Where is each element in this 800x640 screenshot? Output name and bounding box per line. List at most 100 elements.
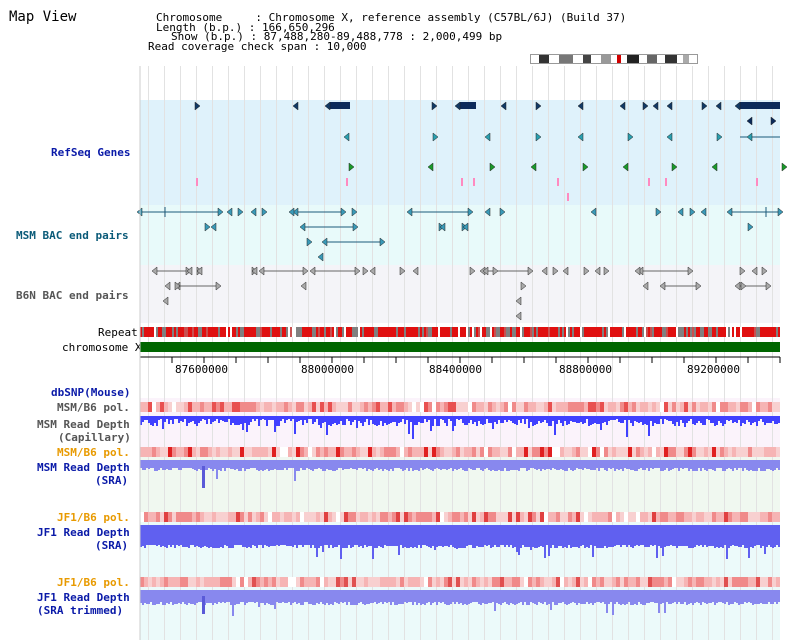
read-depth-bar (484, 590, 486, 604)
polymorphism-cell (476, 447, 480, 457)
read-depth-bar (162, 590, 164, 605)
read-depth-bar (150, 416, 152, 425)
polymorphism-cell (448, 577, 452, 587)
grid-line (676, 66, 677, 640)
msm-bac-track-bg (140, 205, 780, 265)
repeat-segment (362, 327, 364, 337)
read-depth-bar (300, 460, 302, 468)
polymorphism-cell (356, 577, 360, 587)
read-depth-bar (170, 525, 172, 547)
grid-line (308, 66, 309, 640)
repeat-segment (410, 327, 412, 337)
read-depth-bar (732, 590, 734, 604)
track-label-jf1-b6-pol-2[interactable]: JF1/B6 pol. (57, 576, 130, 589)
msm-bac-end (321, 237, 328, 247)
polymorphism-cell (180, 402, 184, 412)
read-depth-bar (690, 590, 692, 603)
read-depth-bar (276, 460, 278, 470)
polymorphism-cell (756, 447, 760, 457)
track-label-jf1-depth-trim[interactable]: JF1 Read Depth (37, 591, 130, 604)
polymorphism-cell (740, 447, 744, 457)
track-label-refseq[interactable]: RefSeq Genes (51, 146, 131, 159)
read-depth-bar (706, 525, 708, 547)
polymorphism-cell (152, 577, 156, 587)
b6n-bac-end (354, 266, 361, 276)
repeat-segment (260, 327, 262, 337)
chromosome-ideogram[interactable] (530, 54, 698, 64)
polymorphism-cell (356, 512, 360, 522)
read-depth-bar (732, 460, 734, 471)
repeat-segment (322, 327, 324, 337)
read-depth-bar (698, 416, 700, 421)
read-depth-bar (730, 416, 732, 420)
track-label-dbsnp[interactable]: dbSNP(Mouse) (51, 386, 131, 399)
polymorphism-cell (328, 402, 332, 412)
read-depth-bar (196, 460, 198, 471)
polymorphism-cell (700, 402, 704, 412)
read-depth-bar (418, 416, 420, 422)
track-label-jf1-depth-sra[interactable]: JF1 Read Depth (37, 526, 130, 539)
read-depth-bar (566, 525, 568, 548)
repeat-segment (266, 327, 268, 337)
polymorphism-cell (216, 577, 220, 587)
track-label-msm-depth-cap[interactable]: MSM Read Depth (37, 418, 130, 431)
read-depth-bar (518, 590, 520, 603)
read-depth-bar (550, 460, 552, 470)
repeat-segment (630, 327, 632, 337)
refseq-gene-arrow (701, 101, 708, 111)
polymorphism-cell (648, 577, 652, 587)
track-label-msm-bac[interactable]: MSM BAC end pairs (16, 229, 129, 242)
repeat-segment (728, 327, 730, 337)
read-depth-bar (376, 525, 378, 548)
read-depth-bar (590, 416, 592, 425)
read-depth-bar (180, 525, 182, 545)
polymorphism-cell (164, 577, 168, 587)
polymorphism-cell (476, 512, 480, 522)
track-label-msm-depth-sra[interactable]: MSM Read Depth (37, 461, 130, 474)
read-depth-bar (186, 460, 188, 468)
read-depth-bar (428, 590, 430, 602)
b6n-bac-end (174, 281, 181, 291)
repeat-segment (326, 327, 328, 337)
read-depth-bar (168, 525, 170, 545)
read-depth-bar (694, 590, 696, 603)
repeat-segment (232, 327, 234, 337)
polymorphism-cell (592, 512, 596, 522)
read-depth-bar (614, 460, 616, 471)
read-depth-bar (564, 590, 566, 604)
track-label-b6n-bac[interactable]: B6N BAC end pairs (16, 289, 129, 302)
polymorphism-cell (172, 447, 176, 457)
read-depth-bar (380, 460, 382, 469)
read-depth-bar (548, 416, 550, 426)
read-depth-bar (266, 590, 268, 603)
polymorphism-cell (392, 447, 396, 457)
repeat-segment (172, 327, 174, 337)
polymorphism-cell (548, 577, 552, 587)
read-depth-bar (252, 460, 254, 468)
grid-line (212, 66, 213, 640)
read-depth-bar (200, 590, 202, 602)
read-depth-bar (168, 416, 170, 424)
read-depth-bar (446, 525, 448, 546)
repeat-segment (540, 327, 542, 337)
track-label-msm-b6-pol-1[interactable]: MSM/B6 pol. (57, 401, 130, 414)
polymorphism-cell (524, 447, 528, 457)
polymorphism-cell (512, 577, 516, 587)
read-depth-bar (314, 460, 316, 469)
read-depth-bar (460, 590, 462, 603)
read-depth-bar (284, 590, 286, 603)
polymorphism-cell (712, 447, 716, 457)
track-label-jf1-b6-pol-1[interactable]: JF1/B6 pol. (57, 511, 130, 524)
read-depth-bar (770, 416, 772, 423)
repeat-segment (520, 327, 522, 337)
polymorphism-cell (460, 577, 464, 587)
read-depth-bar (470, 525, 472, 545)
read-depth-bar (488, 460, 490, 470)
read-depth-bar (712, 416, 714, 423)
track-label-msm-b6-pol-2[interactable]: MSM/B6 pol. (57, 446, 130, 459)
read-depth-bar (364, 416, 366, 422)
read-depth-bar (638, 460, 640, 469)
chromosome-info: Chromosome : Chromosome X, reference ass… (156, 11, 627, 24)
read-depth-bar (384, 416, 386, 423)
